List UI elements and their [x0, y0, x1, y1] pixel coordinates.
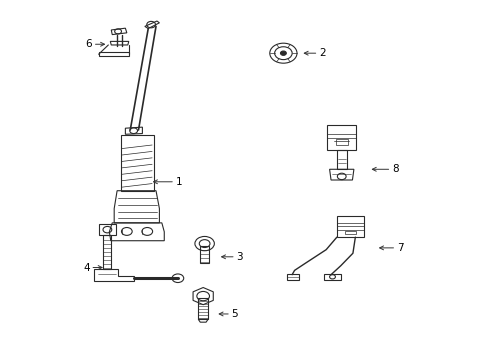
Text: 6: 6 — [85, 39, 104, 49]
Bar — [326, 125, 356, 150]
Circle shape — [280, 51, 286, 55]
Bar — [200, 246, 209, 263]
Text: 7: 7 — [379, 243, 403, 253]
Bar — [335, 139, 347, 145]
Text: 8: 8 — [371, 164, 398, 174]
Text: 1: 1 — [153, 177, 182, 187]
Bar — [323, 274, 340, 280]
Text: 4: 4 — [83, 262, 102, 273]
Circle shape — [172, 274, 183, 283]
Text: 2: 2 — [304, 48, 325, 58]
Bar — [287, 274, 299, 280]
Bar — [120, 135, 153, 191]
Bar — [344, 231, 356, 234]
Bar — [99, 224, 116, 235]
Text: 5: 5 — [219, 309, 238, 319]
Bar — [336, 150, 346, 169]
Bar — [198, 298, 207, 319]
Text: 3: 3 — [221, 252, 243, 262]
Bar — [336, 216, 364, 237]
Bar — [103, 235, 111, 269]
